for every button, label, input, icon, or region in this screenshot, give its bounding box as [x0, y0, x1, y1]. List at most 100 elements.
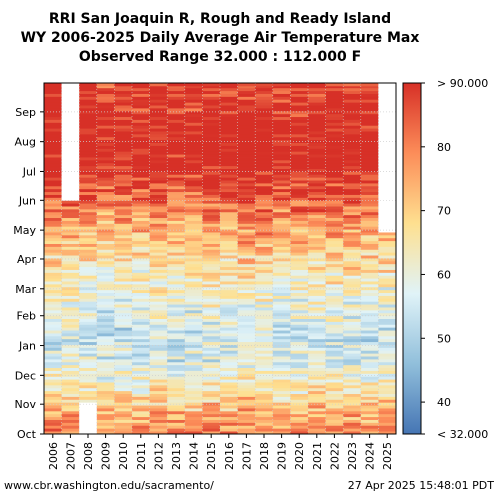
heatmap-cell [114, 229, 133, 233]
heatmap-cell [132, 376, 150, 380]
heatmap-cell [220, 174, 238, 178]
heatmap-cell [290, 292, 309, 296]
heatmap-cell [202, 413, 221, 418]
heatmap-cell [167, 165, 186, 169]
heatmap-cell [79, 333, 98, 337]
heatmap-cell [308, 128, 326, 132]
heatmap-cell [167, 133, 186, 138]
heatmap-cell [360, 194, 379, 198]
heatmap-cell [96, 410, 115, 415]
heatmap-cell [255, 266, 274, 270]
heatmap-cell [44, 87, 62, 92]
heatmap-cell [378, 234, 397, 239]
heatmap-cell [202, 165, 221, 169]
heatmap-cell [237, 307, 256, 311]
heatmap-cell [290, 211, 309, 216]
heatmap-cell [202, 347, 221, 351]
heatmap-cell [290, 113, 309, 118]
heatmap-cell [378, 142, 397, 146]
heatmap-cell [149, 145, 168, 149]
heatmap-cell [149, 324, 168, 328]
heatmap-cell [290, 341, 309, 345]
heatmap-cell [114, 269, 133, 273]
heatmap-cell [237, 269, 256, 273]
heatmap-cell [149, 159, 168, 164]
heatmap-cell [255, 87, 274, 92]
heatmap-cell [132, 87, 150, 92]
heatmap-cell [184, 122, 203, 126]
heatmap-cell [96, 194, 115, 198]
heatmap-cell [290, 356, 309, 360]
heatmap-cell [167, 353, 186, 357]
heatmap-cell [272, 358, 291, 363]
heatmap-cell [290, 269, 309, 273]
heatmap-cell [378, 278, 397, 282]
heatmap-cell [96, 318, 115, 322]
heatmap-cell [308, 105, 326, 109]
heatmap-cell [237, 295, 256, 299]
heatmap-cell [167, 128, 186, 132]
heatmap-cell [308, 382, 326, 386]
heatmap-cell [272, 344, 291, 348]
heatmap-cell [237, 90, 256, 94]
heatmap-cell [308, 159, 326, 164]
heatmap-cell [61, 246, 80, 250]
heatmap-cell [114, 387, 133, 392]
heatmap-cell [325, 119, 344, 123]
heatmap-cell [325, 87, 344, 92]
heatmap-cell [132, 428, 150, 432]
heatmap-cell [272, 361, 291, 366]
heatmap-cell [44, 269, 62, 273]
heatmap-cell [184, 183, 203, 187]
heatmap-cell [272, 180, 291, 184]
heatmap-cell [61, 162, 80, 167]
heatmap-cell [96, 200, 115, 204]
heatmap-cell [202, 408, 221, 412]
heatmap-cell [220, 283, 238, 288]
heatmap-cell [167, 312, 186, 317]
heatmap-cell [325, 376, 344, 380]
heatmap-cell [325, 428, 344, 432]
heatmap-cell [132, 356, 150, 360]
heatmap-cell [220, 390, 238, 395]
heatmap-cell [237, 180, 256, 184]
heatmap-cell [308, 102, 326, 106]
heatmap-cell [237, 309, 256, 314]
heatmap-cell [378, 83, 397, 87]
heatmap-cell [44, 370, 62, 374]
heatmap-cell [290, 105, 309, 109]
timestamp: 27 Apr 2025 15:48:01 PDT [347, 479, 494, 492]
heatmap-cell [202, 99, 221, 103]
heatmap-cell [96, 353, 115, 357]
heatmap-cell [290, 194, 309, 198]
heatmap-cell [61, 344, 80, 348]
heatmap-cell [149, 358, 168, 363]
heatmap-cell [44, 283, 62, 288]
heatmap-cell [114, 344, 133, 348]
heatmap-cell [79, 304, 98, 308]
heatmap-cell [308, 151, 326, 155]
heatmap-cell [360, 240, 379, 244]
heatmap-cell [79, 220, 98, 224]
heatmap-cell [237, 183, 256, 187]
heatmap-cell [202, 373, 221, 377]
heatmap-cell [202, 90, 221, 94]
heatmap-cell [96, 379, 115, 383]
heatmap-cell [290, 93, 309, 97]
heatmap-cell [167, 197, 186, 201]
heatmap-cell [360, 416, 379, 420]
heatmap-cell [114, 281, 133, 285]
x-tick-label: 2023 [346, 442, 359, 470]
heatmap-cell [378, 188, 397, 193]
heatmap-cell [360, 272, 379, 276]
heatmap-cell [114, 324, 133, 328]
heatmap-cell [79, 275, 98, 279]
heatmap-cell [79, 315, 98, 319]
heatmap-cell [290, 159, 309, 164]
heatmap-cell [167, 263, 186, 268]
heatmap-cell [44, 350, 62, 354]
heatmap-cell [360, 370, 379, 374]
heatmap-cell [360, 243, 379, 247]
heatmap-cell [378, 240, 397, 244]
heatmap-cell [167, 151, 186, 155]
